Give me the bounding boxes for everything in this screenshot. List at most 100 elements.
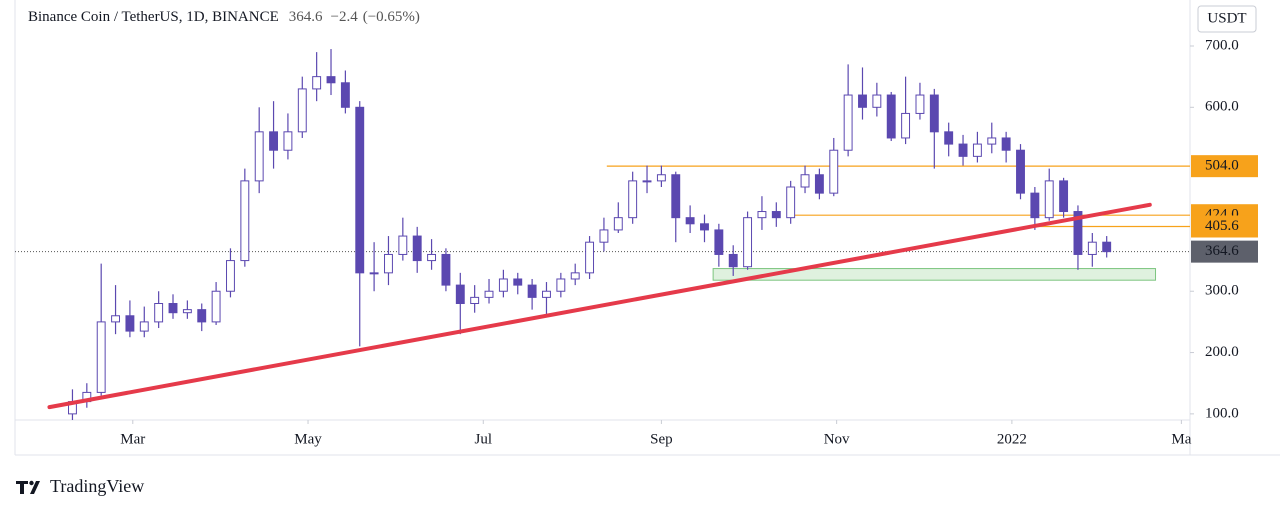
x-tick-label: Mar [120, 431, 145, 447]
candle-body [125, 315, 135, 332]
candle-body [771, 211, 781, 219]
candle-body [154, 303, 164, 323]
candle-body [800, 174, 810, 188]
change-pct: (−0.65%) [363, 9, 420, 25]
brand-name: TradingView [50, 476, 144, 496]
x-tick-label: May [294, 431, 322, 447]
candle-body [915, 94, 925, 114]
candle-body [427, 253, 437, 262]
candle-body [570, 272, 580, 280]
candle-body [182, 309, 192, 314]
trendline [47, 202, 1152, 410]
candle-body [829, 149, 839, 194]
candle-body [743, 217, 753, 268]
candle-body [283, 131, 293, 151]
candle-body [671, 174, 681, 219]
candle-body [886, 94, 896, 139]
price-badge-label: 504.0 [1205, 158, 1239, 174]
candle-body [556, 278, 566, 292]
candle-body [326, 76, 336, 84]
price-badge [1191, 215, 1258, 238]
candle-body [211, 290, 221, 323]
candle-body [656, 174, 666, 182]
change: −2.4 [330, 9, 358, 25]
x-tick-label: 2022 [997, 431, 1027, 447]
candle-body [513, 278, 523, 286]
candle-body [455, 284, 465, 305]
candle-body [498, 278, 508, 292]
candle-body [1001, 137, 1011, 151]
currency-box[interactable] [1197, 5, 1257, 33]
x-tick-label: Jul [475, 431, 493, 447]
candle-body [901, 112, 911, 139]
candle-body [240, 180, 250, 262]
x-tick-label: Sep [650, 431, 673, 447]
plot-area [15, 49, 1190, 420]
last-price-badge [1191, 240, 1258, 263]
y-tick-label: 200.0 [1205, 344, 1239, 360]
last-price: 364.6 [289, 9, 323, 25]
y-tick-label: 700.0 [1205, 37, 1239, 53]
logo-mark [16, 481, 40, 494]
candle-body [527, 284, 537, 298]
candle-body [441, 253, 451, 286]
candle-body [1030, 192, 1040, 219]
x-tick-label: Ma [1171, 431, 1191, 447]
candle-body [685, 217, 695, 225]
candle-body [814, 174, 824, 194]
candle-body [700, 223, 709, 231]
chart-title: Binance Coin / TetherUS, 1D, BINANCE [28, 9, 279, 25]
currency-label[interactable]: USDT [1207, 10, 1246, 26]
candle-body [728, 253, 738, 268]
candle-body [987, 137, 997, 145]
y-tick-label: 300.0 [1205, 283, 1239, 299]
candle-body [384, 253, 393, 274]
candle-body [714, 229, 724, 255]
logo-mark [29, 480, 34, 486]
last-price-badge-label: 364.6 [1205, 243, 1239, 259]
chart-header: Binance Coin / TetherUS, 1D, BINANCE 364.… [28, 9, 420, 25]
candle-body [297, 88, 307, 133]
candle-body [1059, 180, 1069, 213]
candle-body [1087, 241, 1097, 255]
candle-body [369, 272, 379, 275]
candle-body [412, 235, 422, 262]
candle-body [355, 106, 365, 274]
candle-body [484, 290, 494, 298]
candle-body [168, 303, 178, 314]
candle-body [1016, 149, 1025, 194]
price-badge [1191, 155, 1258, 178]
candle-body [958, 143, 968, 157]
candle-body [197, 309, 207, 323]
candle-body [944, 131, 954, 145]
brand-logo [16, 480, 40, 494]
candle-body [226, 260, 235, 292]
candle-body [139, 321, 149, 332]
candle-body [398, 235, 408, 255]
candle-body [96, 321, 106, 393]
candle-body [642, 180, 652, 183]
y-tick-label: 100.0 [1205, 405, 1239, 421]
candle-body [542, 290, 551, 298]
candle-body [929, 94, 939, 133]
candle-body [757, 211, 767, 219]
y-tick-label: 600.0 [1205, 99, 1239, 115]
candle-body [843, 94, 853, 151]
candle-body [613, 217, 623, 231]
candle-body [470, 296, 480, 305]
support-zone [712, 268, 1157, 281]
candle-body [1044, 180, 1054, 219]
candle-body [858, 94, 867, 108]
candle-body [312, 76, 322, 90]
candle-body [786, 186, 796, 219]
candle-body [254, 131, 264, 182]
x-tick-label: Nov [824, 431, 850, 447]
candle-body [269, 131, 279, 151]
candle-body [599, 229, 609, 243]
candle-body [628, 180, 638, 219]
candle-body [1102, 241, 1112, 253]
candle-body [972, 143, 982, 157]
candle-body [1073, 211, 1083, 255]
